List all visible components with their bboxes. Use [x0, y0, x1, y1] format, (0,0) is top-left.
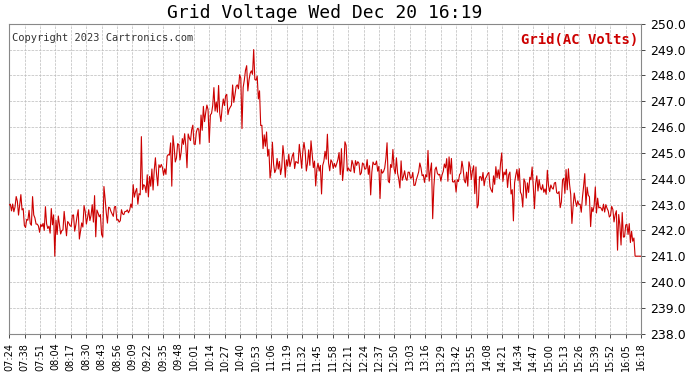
- Title: Grid Voltage Wed Dec 20 16:19: Grid Voltage Wed Dec 20 16:19: [168, 4, 483, 22]
- Text: Copyright 2023 Cartronics.com: Copyright 2023 Cartronics.com: [12, 33, 194, 43]
- Text: Grid(AC Volts): Grid(AC Volts): [520, 33, 638, 47]
